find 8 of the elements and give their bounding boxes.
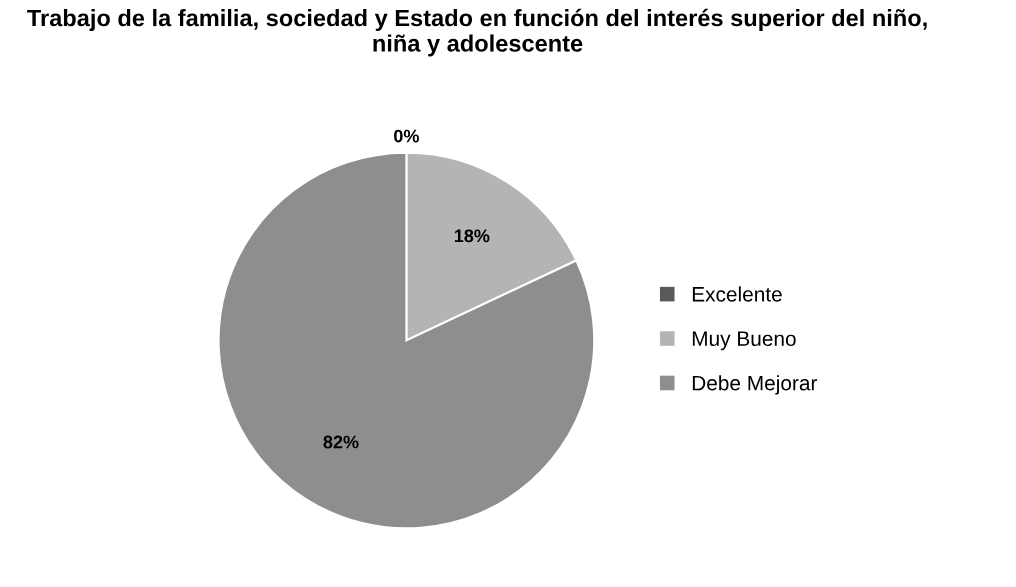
legend-label: Muy Bueno	[692, 331, 796, 351]
legend-label: Debe Mejorar	[692, 375, 818, 395]
pie-slice	[217, 151, 596, 530]
data-label: 18%	[454, 229, 490, 243]
text: 0%	[394, 129, 419, 143]
data-label: 82%	[323, 435, 359, 449]
chart-title: Trabajo de la familia, sociedad y Estado en función del interés superior del niño, niña y adolescente	[27, 8, 927, 57]
legend-label: Excelente	[692, 286, 782, 302]
